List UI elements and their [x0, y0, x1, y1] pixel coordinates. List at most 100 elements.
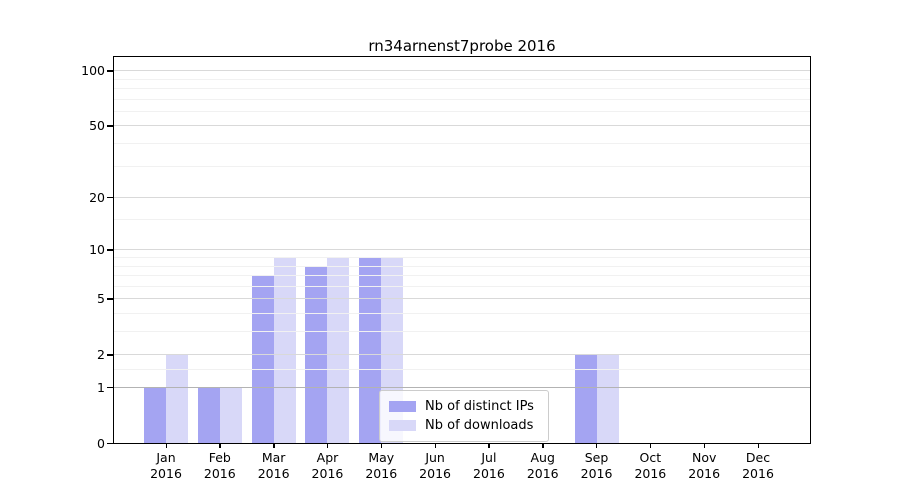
- x-tick-label: Oct 2016: [618, 450, 682, 482]
- x-tick-label: May 2016: [349, 450, 413, 482]
- x-tick-mark: [326, 443, 329, 448]
- x-tick-mark: [488, 443, 490, 448]
- bar-distinct-ips-feb: [197, 387, 220, 443]
- x-tick-label-line: Oct: [639, 450, 662, 465]
- x-tick-label-line: May: [368, 450, 395, 465]
- x-tick-label-line: 2016: [419, 466, 451, 481]
- bar-distinct-ips-sep: [574, 354, 597, 443]
- legend-label-distinct-ips: Nb of distinct IPs: [425, 399, 534, 414]
- y-tick-label: 5: [97, 291, 105, 307]
- x-tick-label: Aug 2016: [511, 450, 575, 482]
- gridline-minor: [114, 110, 810, 112]
- gridline-minor: [114, 285, 810, 287]
- x-tick-mark: [757, 443, 759, 448]
- y-tick-mark: [107, 197, 113, 199]
- x-tick-label: Jun 2016: [403, 450, 467, 482]
- x-tick-label: Nov 2016: [672, 450, 736, 482]
- gridline-minor: [114, 98, 810, 100]
- y-tick-label: 50: [89, 118, 105, 134]
- x-tick-mark: [649, 443, 652, 448]
- legend-swatch-downloads: [389, 420, 416, 431]
- x-tick-label-line: 2016: [365, 466, 398, 481]
- y-tick-mark: [107, 125, 113, 127]
- legend: Nb of distinct IPs Nb of downloads: [379, 390, 549, 442]
- x-tick-mark: [542, 443, 544, 448]
- x-tick-mark: [219, 443, 221, 448]
- bar-downloads-feb: [219, 387, 242, 443]
- y-tick-label: 0: [97, 436, 105, 451]
- gridline-major: [114, 125, 810, 127]
- y-tick-label: 1: [97, 380, 105, 396]
- x-tick-label-line: 2016: [742, 466, 774, 481]
- legend-entry-downloads: Nb of downloads: [389, 416, 539, 435]
- gridline-minor: [114, 143, 810, 145]
- x-tick-label: Sep 2016: [565, 450, 629, 482]
- x-tick-label-line: Jun: [425, 450, 445, 465]
- bar-distinct-ips-jan: [144, 387, 166, 443]
- x-tick-label-line: 2016: [257, 466, 290, 481]
- y-tick-mark: [107, 70, 113, 72]
- x-tick-mark: [380, 443, 383, 448]
- x-tick-label-line: Feb: [208, 450, 231, 465]
- x-tick-label-line: 2016: [526, 466, 559, 481]
- gridline-minor: [114, 257, 810, 259]
- gridline-major: [114, 249, 810, 251]
- x-tick-label-line: 2016: [580, 466, 613, 481]
- legend-label-downloads: Nb of downloads: [425, 418, 534, 433]
- x-tick-label-line: Nov: [691, 450, 717, 465]
- x-tick-label: Apr 2016: [295, 450, 359, 482]
- x-tick-label-line: Sep: [584, 450, 609, 465]
- x-tick-label-line: Jul: [481, 450, 497, 465]
- x-tick-label-line: 2016: [150, 466, 182, 481]
- bar-distinct-ips-mar: [251, 275, 274, 443]
- x-tick-label: Dec 2016: [726, 450, 790, 482]
- chart-title: rn34arnenst7probe 2016: [368, 37, 556, 55]
- x-tick-label: Jul 2016: [457, 450, 521, 482]
- x-tick-label-line: Dec: [745, 450, 771, 465]
- x-tick-label-line: Aug: [530, 450, 555, 465]
- gridline-minor: [114, 165, 810, 167]
- x-tick-label: Feb 2016: [188, 450, 252, 482]
- x-tick-label-line: Jan: [156, 450, 176, 465]
- y-tick-label: 2: [97, 347, 105, 363]
- gridline-minor: [114, 275, 810, 277]
- gridline-minor: [114, 313, 810, 314]
- bar-downloads-jan: [166, 354, 188, 443]
- gridline-major: [114, 298, 810, 300]
- y-tick-label: 20: [89, 190, 105, 206]
- y-tick-mark: [107, 443, 113, 445]
- bar-distinct-ips-may: [359, 257, 382, 443]
- x-tick-label-line: 2016: [688, 466, 721, 481]
- x-tick-label-line: 2016: [311, 466, 344, 481]
- y-tick-label: 10: [89, 242, 105, 258]
- plot-area: Nb of distinct IPs Nb of downloads: [113, 56, 811, 444]
- x-tick-mark: [165, 443, 167, 448]
- bar-downloads-mar: [273, 257, 296, 443]
- y-tick-mark: [107, 354, 113, 356]
- y-tick-mark: [107, 298, 113, 300]
- gridline-minor: [114, 368, 810, 370]
- y-tick-mark: [107, 249, 113, 251]
- gridline-minor: [114, 219, 810, 221]
- gridline-minor: [114, 265, 810, 267]
- legend-swatch-distinct-ips: [389, 401, 416, 412]
- x-tick-label-line: Apr: [316, 450, 339, 465]
- x-tick-label: Mar 2016: [242, 450, 306, 482]
- y-tick-mark: [107, 387, 113, 389]
- x-tick-label-line: 2016: [203, 466, 236, 481]
- x-tick-mark: [273, 443, 275, 448]
- x-tick-mark: [703, 443, 706, 448]
- y-tick-label: 100: [81, 63, 105, 79]
- bar-downloads-sep: [596, 354, 619, 443]
- x-tick-label-line: 2016: [473, 466, 505, 481]
- x-tick-label: Jan 2016: [134, 450, 198, 482]
- x-tick-mark: [596, 443, 598, 448]
- gridline-major: [114, 197, 810, 199]
- gridline-major: [114, 354, 810, 356]
- gridline-major: [114, 70, 810, 72]
- gridline-minor: [114, 88, 810, 90]
- x-tick-label-line: Mar: [261, 450, 286, 465]
- gridline-minor: [114, 331, 810, 333]
- x-tick-mark: [434, 443, 436, 448]
